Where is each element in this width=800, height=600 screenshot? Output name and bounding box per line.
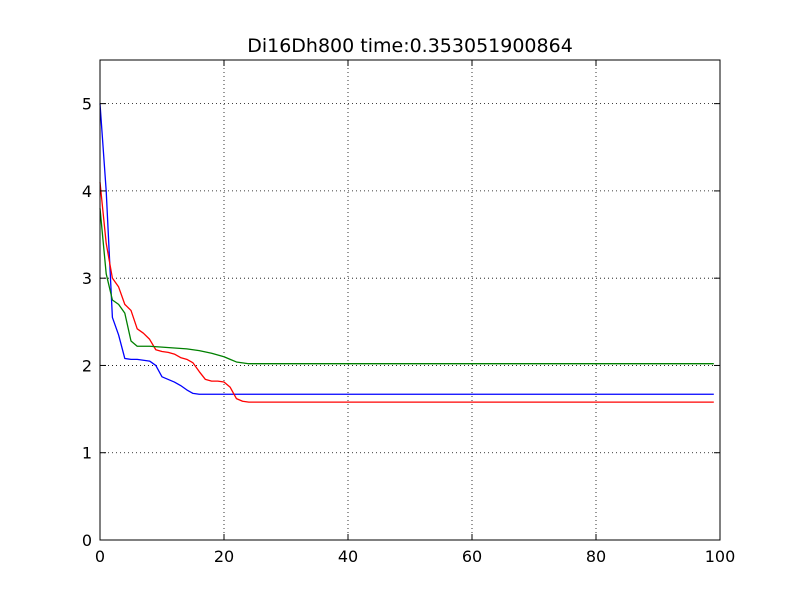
grid	[100, 60, 720, 540]
y-tick-label: 0	[82, 531, 92, 550]
y-tick-label: 4	[82, 182, 92, 201]
y-tick-label: 5	[82, 95, 92, 114]
plot-area	[100, 60, 720, 540]
x-tick-label: 80	[586, 547, 606, 566]
series-line-2	[99, 208, 714, 365]
axis-ticks: 0 20 40 60 80 100 0 1 2 3 4 5	[82, 60, 735, 566]
x-tick-label: 20	[214, 547, 234, 566]
series-line-0	[99, 103, 714, 395]
y-tick-label: 2	[82, 356, 92, 375]
y-tick-label: 3	[82, 269, 92, 288]
x-tick-label: 100	[705, 547, 736, 566]
chart-title: Di16Dh800 time:0.353051900864	[247, 35, 573, 57]
series-lines	[99, 103, 714, 403]
series-line-1	[99, 182, 714, 403]
x-tick-label: 40	[338, 547, 358, 566]
plot-frame	[99, 59, 721, 541]
y-tick-label: 1	[82, 444, 92, 463]
x-tick-label: 60	[462, 547, 482, 566]
x-tick-label: 0	[95, 547, 105, 566]
